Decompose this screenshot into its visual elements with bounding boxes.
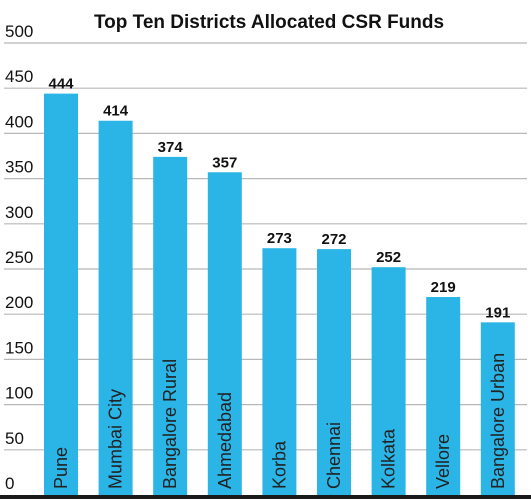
category-label: Pune <box>51 447 71 489</box>
category-label: Vellore <box>433 434 453 489</box>
category-label: Ahmedabad <box>215 392 235 489</box>
bar-value-label: 273 <box>267 230 292 247</box>
y-tick-label: 250 <box>5 248 33 267</box>
category-label: Mumbai City <box>106 389 126 489</box>
bar <box>44 93 78 496</box>
y-tick-label: 500 <box>5 22 33 41</box>
bar-value-label: 414 <box>103 103 129 120</box>
bar-value-label: 252 <box>376 249 401 266</box>
y-tick-label: 300 <box>5 203 33 222</box>
bar-value-label: 357 <box>212 154 237 171</box>
bar-value-label: 219 <box>431 279 456 296</box>
bar <box>262 248 297 495</box>
y-tick-label: 450 <box>5 67 33 86</box>
bar-value-label: 191 <box>485 304 510 321</box>
bar-value-label: 374 <box>158 139 184 156</box>
category-label: Korba <box>269 440 289 489</box>
bar <box>317 249 351 495</box>
data-labels: 444 414 374 357 273 272 252 219 191 <box>48 76 510 322</box>
y-tick-label: 150 <box>5 338 33 357</box>
y-tick-label: 200 <box>5 293 33 312</box>
category-label: Chennai <box>324 422 344 489</box>
bar-value-label: 444 <box>48 76 74 93</box>
y-tick-label: 50 <box>5 429 24 448</box>
bar <box>153 156 188 496</box>
category-label: Kolkata <box>379 428 399 489</box>
bars <box>44 93 515 496</box>
chart-title: Top Ten Districts Allocated CSR Funds <box>94 12 444 33</box>
category-label: Bangalore Rural <box>160 359 180 489</box>
bar <box>371 267 406 495</box>
y-tick-label: 100 <box>5 384 33 403</box>
bar <box>98 120 133 495</box>
bar-value-label: 272 <box>321 231 346 248</box>
category-labels: Pune Mumbai City Bangalore Rural Ahmedabad K… <box>51 353 508 489</box>
bar <box>480 322 515 495</box>
y-tick-label: 0 <box>5 474 14 493</box>
bar <box>426 297 461 495</box>
category-label: Bangalore Urban <box>488 353 508 489</box>
y-axis-ticks: 0 50 100 150 200 250 300 350 400 450 500 <box>5 22 33 493</box>
y-tick-label: 350 <box>5 158 33 177</box>
bar <box>207 172 242 495</box>
y-tick-label: 400 <box>5 112 33 131</box>
